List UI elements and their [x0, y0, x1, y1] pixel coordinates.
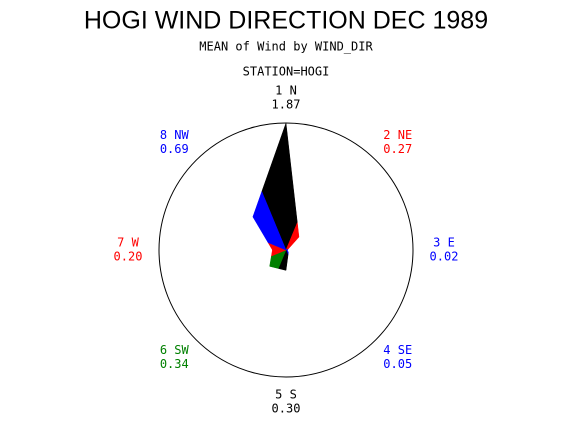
by-label: STATION=HOGI	[243, 65, 330, 79]
direction-label: 5 S	[275, 388, 297, 402]
value-label: 0.02	[430, 250, 459, 264]
direction-label: 1 N	[275, 84, 297, 98]
value-label: 0.05	[383, 357, 412, 371]
chart-title: HOGI WIND DIRECTION DEC 1989	[84, 7, 488, 35]
direction-label: 4 SE	[383, 343, 412, 357]
value-label: 0.27	[383, 142, 412, 156]
direction-label: 7 W	[117, 236, 139, 250]
value-label: 0.20	[114, 250, 143, 264]
direction-label: 8 NW	[160, 128, 190, 142]
value-label: 0.69	[160, 142, 189, 156]
value-label: 1.87	[272, 98, 301, 112]
direction-label: 3 E	[433, 236, 455, 250]
star-wedge	[252, 190, 287, 251]
value-label: 0.34	[160, 357, 189, 371]
direction-label: 2 NE	[383, 128, 412, 142]
chart-subtitle: MEAN of Wind by WIND_DIR	[199, 40, 373, 54]
direction-label: 6 SW	[160, 343, 190, 357]
value-label: 0.30	[272, 402, 301, 416]
